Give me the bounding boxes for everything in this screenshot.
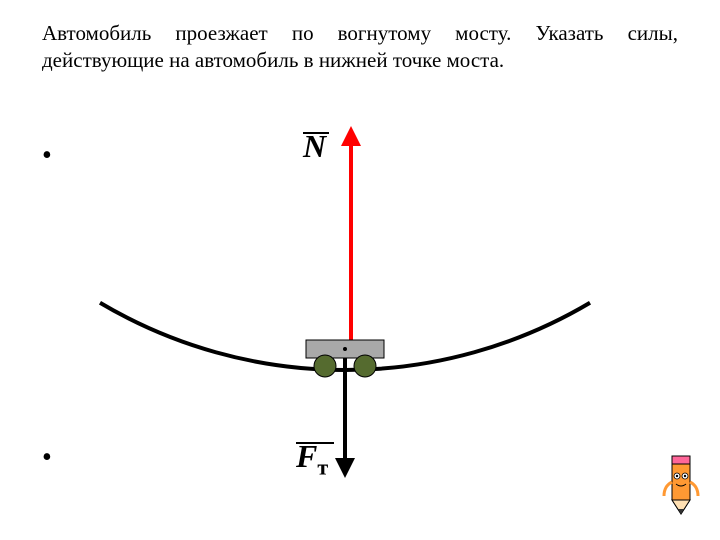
physics-diagram (0, 120, 720, 500)
pencil-eraser (672, 456, 690, 464)
car-wheel-right (354, 355, 376, 377)
car-wheel-left (314, 355, 336, 377)
problem-text: Автомобиль проезжает по вогнутому мосту.… (42, 20, 678, 75)
pencil-arm-right (690, 482, 698, 496)
pencil-pupil-right (684, 475, 686, 477)
pencil-pupil-left (676, 475, 678, 477)
car-center-dot (343, 347, 347, 351)
pencil-arm-left (664, 482, 672, 496)
pencil-icon (660, 452, 702, 522)
page: Автомобиль проезжает по вогнутому мосту.… (0, 0, 720, 540)
